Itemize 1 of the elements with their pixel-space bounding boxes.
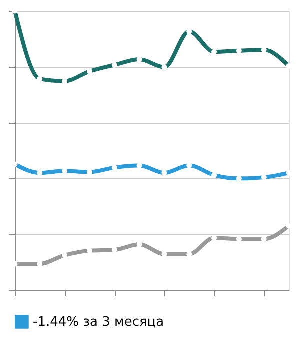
legend-label: -1.44% за 3 месяца (33, 315, 164, 330)
